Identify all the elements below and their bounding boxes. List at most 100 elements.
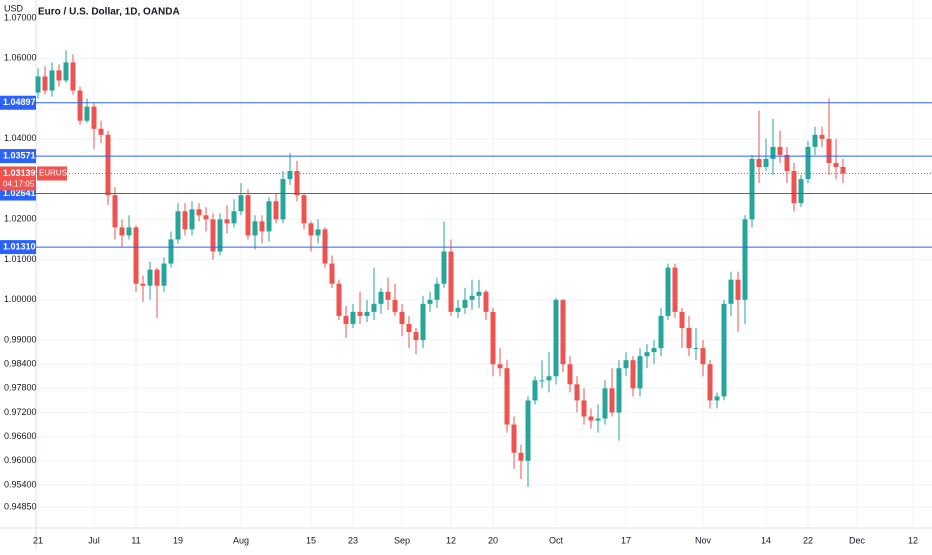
y-tick-label: 0.97200 xyxy=(4,407,37,417)
candle-body xyxy=(112,195,118,228)
candle-body xyxy=(525,400,531,461)
candle-body xyxy=(210,219,216,252)
candle-body xyxy=(665,267,671,316)
x-tick-label: Nov xyxy=(695,535,712,545)
x-tick-label: 21 xyxy=(33,535,43,545)
candle-body xyxy=(455,307,461,312)
candle-body xyxy=(679,311,685,328)
candle-body xyxy=(840,167,846,174)
candle-body xyxy=(686,327,692,349)
candle-body xyxy=(406,323,412,333)
countdown: 04:17:05 xyxy=(3,180,35,189)
candle-body xyxy=(70,62,76,91)
chart-title: Euro / U.S. Dollar, 1D, OANDA xyxy=(38,7,180,18)
candle-body xyxy=(658,315,664,349)
x-tick-label: 12 xyxy=(908,535,918,545)
candle-body xyxy=(35,76,41,93)
candle-body xyxy=(357,311,363,316)
candle-body xyxy=(742,219,748,300)
candle-body xyxy=(812,134,818,147)
candle-body xyxy=(329,263,335,284)
candle-body xyxy=(371,303,377,312)
candle-body xyxy=(798,179,804,204)
candle-body xyxy=(49,70,55,91)
candle-body xyxy=(287,171,293,180)
candle-body xyxy=(518,452,524,461)
candle-body xyxy=(805,146,811,180)
candle-body xyxy=(609,388,615,413)
candle-body xyxy=(147,269,153,286)
candle-body xyxy=(777,146,783,155)
candle-body xyxy=(133,227,139,284)
candle-body xyxy=(203,215,209,220)
candle-body xyxy=(196,209,202,216)
level-label-bg xyxy=(0,149,36,164)
candle-body xyxy=(343,315,349,324)
y-tick-label: 1.02000 xyxy=(4,214,37,224)
candle-body xyxy=(259,221,265,232)
level-label-bg xyxy=(0,95,36,110)
candle-body xyxy=(721,303,727,397)
candle-body xyxy=(427,299,433,304)
candle-body xyxy=(217,219,223,252)
candle-body xyxy=(756,158,762,168)
x-tick-label: 17 xyxy=(621,535,631,545)
candle-body xyxy=(308,223,314,236)
candle-body xyxy=(350,311,356,324)
candle-body xyxy=(553,299,559,377)
y-tick-label: 0.94850 xyxy=(4,501,37,511)
y-tick-label: 0.96600 xyxy=(4,431,37,441)
x-tick-label: 22 xyxy=(803,535,813,545)
candle-body xyxy=(364,311,370,316)
candle-body xyxy=(693,348,699,350)
candle-body xyxy=(105,134,111,196)
level-label: 1.02641 xyxy=(3,188,36,198)
candle-body xyxy=(791,171,797,204)
y-tick-label: 0.98400 xyxy=(4,359,37,369)
y-tick-label: 1.00000 xyxy=(4,294,37,304)
y-tick-label: 1.06000 xyxy=(4,53,37,63)
candle-body xyxy=(826,138,832,163)
candle-body xyxy=(413,332,419,341)
candle-body xyxy=(728,279,734,304)
candle-body xyxy=(98,128,104,135)
x-tick-label: 23 xyxy=(348,535,358,545)
candle-body xyxy=(336,283,342,316)
candle-body xyxy=(469,295,475,300)
candle-body xyxy=(119,227,125,236)
y-tick-label: 1.01000 xyxy=(4,254,37,264)
candle-body xyxy=(560,299,566,365)
candle-body xyxy=(280,179,286,220)
candle-body xyxy=(651,348,657,353)
candle-body xyxy=(770,146,776,159)
candle-body xyxy=(56,70,62,81)
candle-body xyxy=(231,211,237,224)
candle-body xyxy=(833,162,839,168)
x-tick-label: 19 xyxy=(173,535,183,545)
x-tick-label: Dec xyxy=(849,535,866,545)
candle-body xyxy=(434,283,440,300)
candle-body xyxy=(616,368,622,413)
x-tick-label: 20 xyxy=(488,535,498,545)
candle-body xyxy=(266,201,272,232)
candle-body xyxy=(448,251,454,312)
candle-body xyxy=(490,311,496,365)
candle-body xyxy=(476,291,482,296)
candle-body xyxy=(588,416,594,421)
candle-body xyxy=(126,227,132,236)
candle-body xyxy=(161,263,167,286)
x-tick-label: Sep xyxy=(394,535,410,545)
candle-body xyxy=(420,303,426,341)
candle-body xyxy=(252,221,258,236)
candle-body xyxy=(392,299,398,312)
candle-body xyxy=(238,195,244,212)
candle-body xyxy=(497,364,503,369)
candle-body xyxy=(707,364,713,401)
candle-body xyxy=(784,154,790,172)
candle-body xyxy=(483,291,489,312)
candle-body xyxy=(399,311,405,324)
candle-body xyxy=(581,400,587,417)
candle-body xyxy=(567,364,573,385)
y-tick-label: 0.99000 xyxy=(4,334,37,344)
